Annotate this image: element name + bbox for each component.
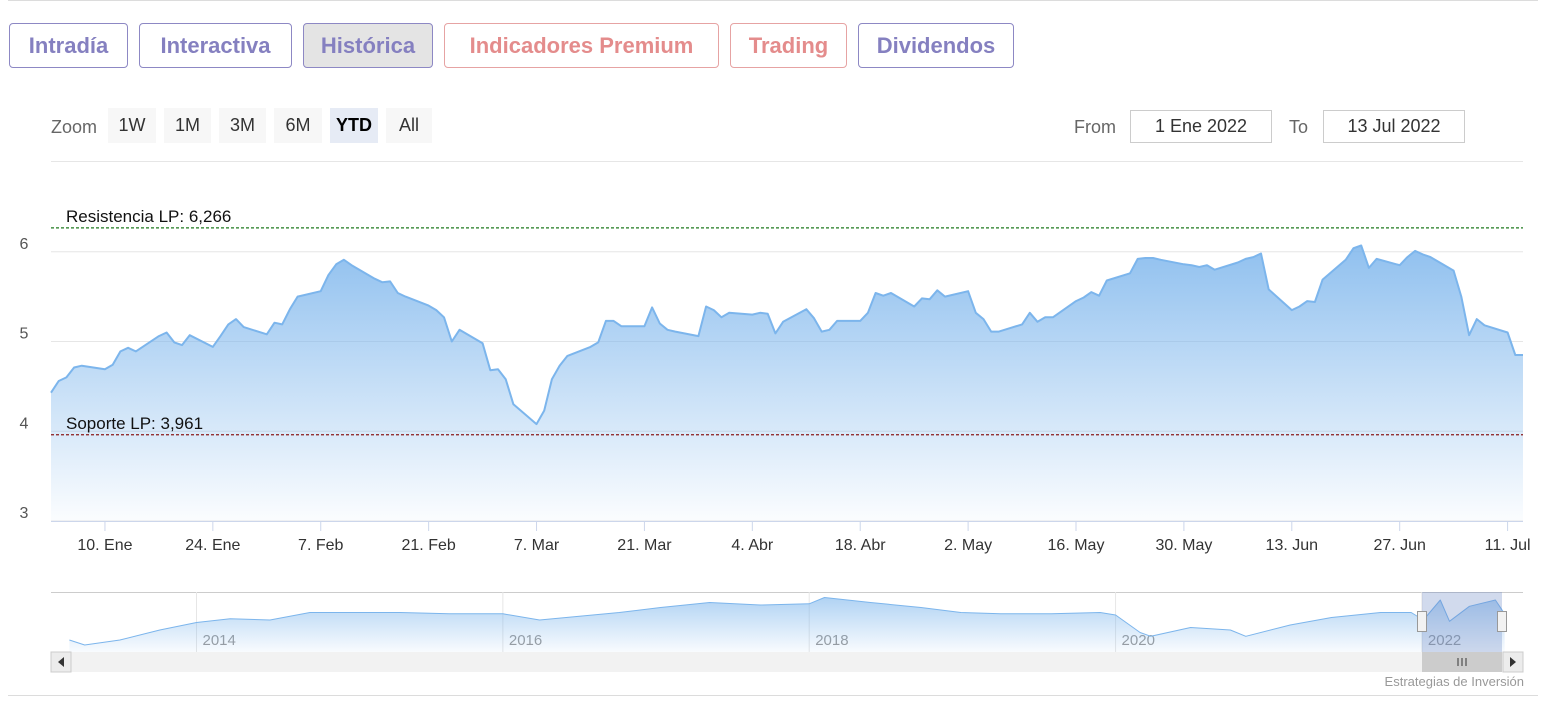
zoom-button[interactable]: All: [386, 108, 432, 143]
x-tick-label: 7. Feb: [298, 537, 343, 554]
area-line: [50, 244, 1523, 426]
area-fill: [69, 597, 1505, 652]
zoom-button[interactable]: 1M: [164, 108, 211, 143]
arrow-icon: [58, 657, 64, 667]
plot-line-label: Soporte LP: 3,961: [66, 414, 203, 433]
arrow-icon: [1510, 657, 1516, 667]
x-tick-label: 10. Ene: [77, 537, 132, 554]
from-label: From: [1074, 117, 1116, 137]
x-tick-label: 21. Mar: [617, 537, 672, 554]
plot-line-label: Resistencia LP: 6,266: [66, 207, 231, 226]
x-tick-label: 27. Jun: [1373, 537, 1425, 554]
tab[interactable]: Interactiva: [139, 23, 292, 68]
tab[interactable]: Indicadores Premium: [444, 23, 719, 68]
tab[interactable]: Histórica: [303, 23, 433, 68]
x-tick-label: 30. May: [1155, 537, 1212, 554]
x-tick-label: 13. Jun: [1266, 537, 1318, 554]
to-input[interactable]: 13 Jul 2022: [1323, 110, 1465, 143]
main-chart: 3 4 5 6 10. Ene 24. Ene 7. Feb 21. Feb 7. Mar 21.…: [20, 207, 1531, 554]
navigator-handle[interactable]: [1497, 611, 1507, 632]
zoom-button[interactable]: YTD: [330, 108, 378, 143]
x-tick-label: 24. Ene: [185, 537, 240, 554]
tab[interactable]: Dividendos: [858, 23, 1014, 68]
navigator: 20142016201820202022: [50, 592, 1524, 673]
zoom-button[interactable]: 6M: [274, 108, 322, 143]
scrollbar-track: [51, 652, 1523, 672]
x-tick-label: 18. Abr: [835, 537, 886, 554]
x-tick-label: 11. Jul: [1485, 537, 1531, 554]
x-tick-label: 4. Abr: [731, 537, 773, 554]
x-tick-label: 21. Feb: [402, 537, 456, 554]
y-tick-label: 3: [20, 505, 29, 522]
from-input[interactable]: 1 Ene 2022: [1130, 110, 1272, 143]
y-tick-label: 4: [20, 415, 29, 432]
zoom-button[interactable]: 3M: [219, 108, 266, 143]
zoom-button[interactable]: 1W: [108, 108, 156, 143]
thumb-grip: [1457, 658, 1467, 666]
x-tick-label: 7. Mar: [514, 537, 560, 554]
tab[interactable]: Trading: [730, 23, 847, 68]
credit[interactable]: Estrategias de Inversión: [1384, 674, 1524, 689]
y-tick-label: 5: [20, 326, 29, 343]
x-tick-label: 16. May: [1048, 537, 1105, 554]
x-tick-label: 2. May: [944, 537, 992, 554]
navigator-selection: [1422, 592, 1502, 652]
tab[interactable]: Intradía: [9, 23, 128, 68]
to-label: To: [1289, 117, 1309, 137]
area-line: [69, 597, 1506, 646]
zoom-label: Zoom: [51, 117, 98, 137]
navigator-handle[interactable]: [1417, 611, 1427, 632]
y-tick-label: 6: [20, 236, 29, 253]
area-fill: [51, 245, 1523, 521]
